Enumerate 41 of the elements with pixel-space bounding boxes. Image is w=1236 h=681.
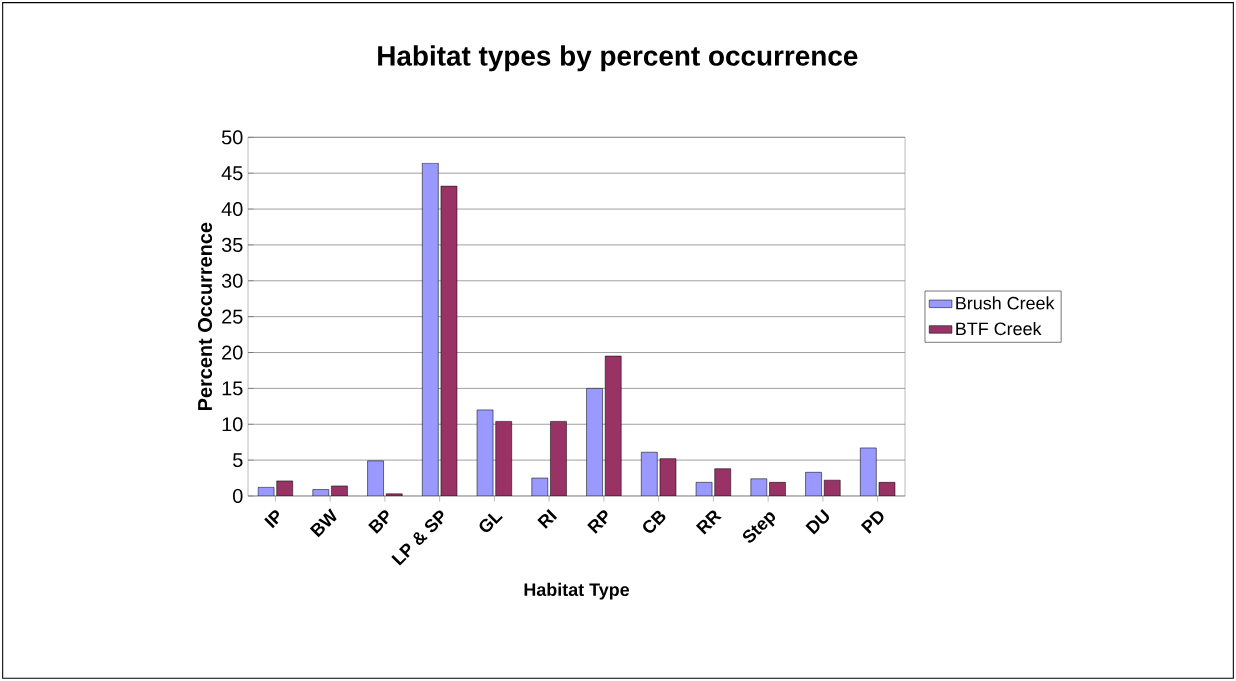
x-tick-label: IP xyxy=(264,510,279,529)
bar xyxy=(385,493,403,496)
x-tick-label: RP xyxy=(587,510,608,534)
y-tick-label: 45 xyxy=(221,166,243,181)
y-tick-label: 50 xyxy=(221,130,243,145)
x-tick-label: GL xyxy=(479,513,503,533)
bar xyxy=(312,489,330,496)
x-tick-label: LP & SP xyxy=(391,510,444,566)
bar xyxy=(550,421,567,496)
y-tick-label: 10 xyxy=(222,417,243,432)
x-tick-label: RR xyxy=(695,510,722,535)
y-tick-label: 20 xyxy=(222,345,243,360)
y-tick-label: 40 xyxy=(221,202,243,217)
bar xyxy=(367,460,384,496)
chart-title: Habitat types by percent occurrence xyxy=(378,45,858,72)
legend-label: Brush Creek xyxy=(956,296,1055,310)
x-tick-label: BP xyxy=(368,510,389,534)
bar xyxy=(805,472,822,496)
bar xyxy=(769,482,786,496)
y-axis-title: Percent Occurrence xyxy=(197,222,213,411)
bar xyxy=(257,487,275,496)
y-tick-label: 0 xyxy=(233,488,243,504)
x-tick-label: BW xyxy=(309,508,337,538)
y-tick-label: 15 xyxy=(222,381,243,396)
x-tick-label: PD xyxy=(860,511,884,534)
bar xyxy=(586,388,603,496)
bar xyxy=(604,355,622,496)
y-tick-label: 25 xyxy=(222,309,243,324)
x-tick-label: CB xyxy=(643,510,666,533)
bar xyxy=(276,480,293,496)
bar xyxy=(531,477,549,496)
y-tick-label: 30 xyxy=(221,273,243,288)
x-tick-label: RI xyxy=(537,509,558,529)
y-tick-label: 35 xyxy=(221,237,243,252)
bar xyxy=(331,485,348,496)
bar xyxy=(750,478,768,496)
x-tick-label: DU xyxy=(805,509,830,535)
x-axis-title: Habitat Type xyxy=(524,582,630,600)
y-tick-label: 5 xyxy=(233,453,243,468)
bar xyxy=(823,479,841,496)
legend-label: BTF Creek xyxy=(956,321,1042,336)
